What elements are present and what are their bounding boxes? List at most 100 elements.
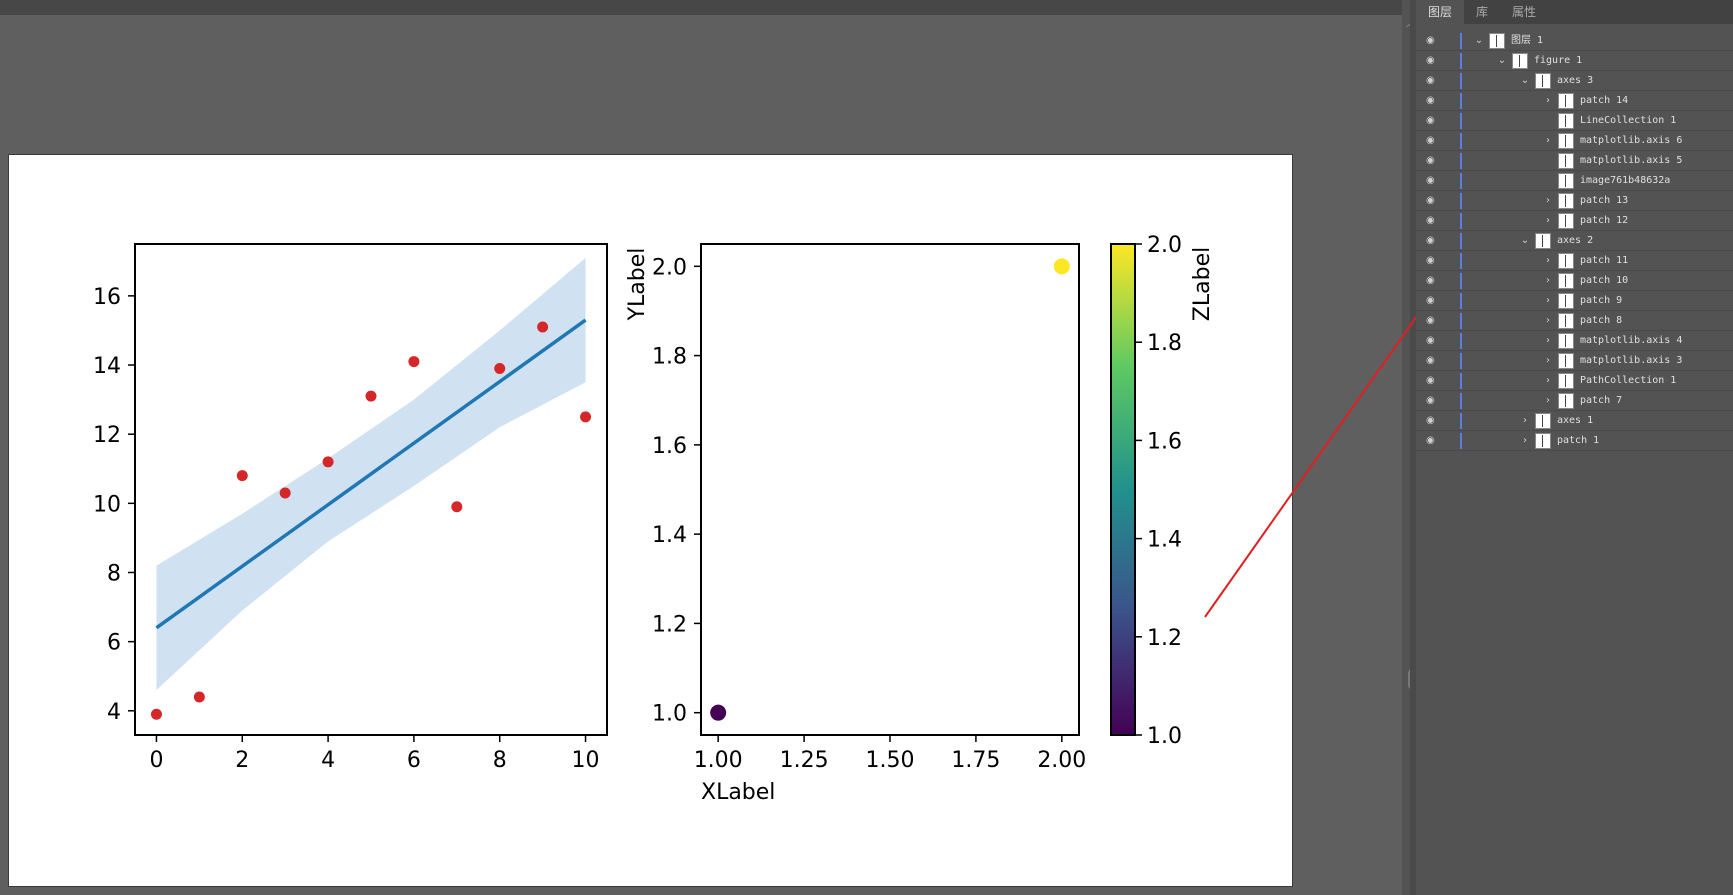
chevron-right-icon[interactable]: › xyxy=(1546,255,1550,266)
layer-color-bar xyxy=(1460,213,1462,229)
visibility-eye-icon[interactable]: ◉ xyxy=(1426,415,1435,426)
layer-color-bar xyxy=(1460,253,1462,269)
layer-row[interactable]: ◉ › patch 9 xyxy=(1416,291,1733,311)
colorbar-tick-label: 1.8 xyxy=(1147,331,1182,356)
layer-color-bar xyxy=(1460,353,1462,369)
layer-row[interactable]: ◉ › matplotlib.axis 6 xyxy=(1416,131,1733,151)
visibility-eye-icon[interactable]: ◉ xyxy=(1426,175,1435,186)
layer-color-bar xyxy=(1460,393,1462,409)
layer-label: PathCollection 1 xyxy=(1580,375,1677,386)
layer-thumbnail xyxy=(1558,373,1574,389)
layer-row[interactable]: ◉ › matplotlib.axis 4 xyxy=(1416,331,1733,351)
visibility-eye-icon[interactable]: ◉ xyxy=(1426,215,1435,226)
x-tick-label: 10 xyxy=(572,748,600,773)
layer-label: matplotlib.axis 5 xyxy=(1580,155,1683,166)
chevron-down-icon[interactable]: ⌄ xyxy=(1520,75,1530,86)
chevron-right-icon[interactable]: › xyxy=(1546,395,1550,406)
layer-label: patch 12 xyxy=(1580,215,1629,226)
visibility-eye-icon[interactable]: ◉ xyxy=(1426,295,1435,306)
visibility-eye-icon[interactable]: ◉ xyxy=(1426,435,1435,446)
layer-row[interactable]: ◉ › patch 8 xyxy=(1416,311,1733,331)
chevron-right-icon[interactable]: › xyxy=(1546,355,1550,366)
layer-row[interactable]: ◉ ⌄ axes 2 xyxy=(1416,231,1733,251)
scatter-point xyxy=(580,411,592,423)
chevron-down-icon[interactable]: ⌄ xyxy=(1474,35,1484,46)
panel-tabs: 图层 库 属性 xyxy=(1416,0,1733,24)
chevron-right-icon[interactable]: › xyxy=(1546,275,1550,286)
chevron-right-icon[interactable]: › xyxy=(1546,195,1550,206)
chevron-right-icon[interactable]: › xyxy=(1546,315,1550,326)
scatter-point xyxy=(710,704,727,721)
layer-label: patch 8 xyxy=(1580,315,1623,326)
chevron-right-icon[interactable]: › xyxy=(1546,215,1550,226)
visibility-eye-icon[interactable]: ◉ xyxy=(1426,255,1435,266)
layer-thumbnail xyxy=(1558,213,1574,229)
layer-row[interactable]: ◉ › patch 13 xyxy=(1416,191,1733,211)
chevron-right-icon[interactable]: › xyxy=(1546,95,1550,106)
x-tick-label: 0 xyxy=(149,748,163,773)
layer-row[interactable]: ◉ › patch 1 xyxy=(1416,431,1733,451)
tab-layers[interactable]: 图层 xyxy=(1416,0,1465,24)
layer-thumbnail xyxy=(1558,153,1574,169)
layer-row[interactable]: ◉ ⌄ figure 1 xyxy=(1416,51,1733,71)
layer-thumbnail xyxy=(1558,353,1574,369)
layer-row[interactable]: ◉ ⌄ axes 3 xyxy=(1416,71,1733,91)
visibility-eye-icon[interactable]: ◉ xyxy=(1426,195,1435,206)
layer-row[interactable]: ◉ image761b48632a xyxy=(1416,171,1733,191)
figure-svg: 0 2 4 6 8 10 4 6 8 10 12 14 16 1.00 1.25 1.50 1.75 2.00 1.… xyxy=(93,233,1215,805)
chevron-down-icon[interactable]: ⌄ xyxy=(1520,235,1530,246)
visibility-eye-icon[interactable]: ◉ xyxy=(1426,95,1435,106)
layer-color-bar xyxy=(1460,233,1462,249)
layer-row[interactable]: ◉ › patch 12 xyxy=(1416,211,1733,231)
axes-2-frame xyxy=(700,243,1080,736)
visibility-eye-icon[interactable]: ◉ xyxy=(1426,375,1435,386)
layer-row[interactable]: ◉ › patch 7 xyxy=(1416,391,1733,411)
y-tick-label: 1.6 xyxy=(652,434,687,459)
layer-color-bar xyxy=(1460,153,1462,169)
x-tick-label: 8 xyxy=(493,748,507,773)
chevron-right-icon[interactable]: › xyxy=(1523,435,1527,446)
layer-row[interactable]: ◉ › matplotlib.axis 3 xyxy=(1416,351,1733,371)
visibility-eye-icon[interactable]: ◉ xyxy=(1426,115,1435,126)
layer-thumbnail xyxy=(1535,413,1551,429)
tab-properties[interactable]: 属性 xyxy=(1512,5,1537,19)
chevron-right-icon[interactable]: › xyxy=(1546,295,1550,306)
visibility-eye-icon[interactable]: ◉ xyxy=(1426,55,1435,66)
layer-row[interactable]: ◉ › PathCollection 1 xyxy=(1416,371,1733,391)
layer-color-bar xyxy=(1460,113,1462,129)
visibility-eye-icon[interactable]: ◉ xyxy=(1426,395,1435,406)
chevron-down-icon[interactable]: ⌄ xyxy=(1497,55,1507,66)
layer-row[interactable]: ◉ › patch 10 xyxy=(1416,271,1733,291)
layer-color-bar xyxy=(1460,413,1462,429)
colorbar-tick-label: 1.6 xyxy=(1147,429,1182,454)
visibility-eye-icon[interactable]: ◉ xyxy=(1426,335,1435,346)
layer-color-bar xyxy=(1460,93,1462,109)
chevron-right-icon[interactable]: › xyxy=(1546,135,1550,146)
layer-row[interactable]: ◉ matplotlib.axis 5 xyxy=(1416,151,1733,171)
layer-row[interactable]: ◉ LineCollection 1 xyxy=(1416,111,1733,131)
visibility-eye-icon[interactable]: ◉ xyxy=(1426,35,1435,46)
chevron-right-icon[interactable]: › xyxy=(1546,375,1550,386)
scatter-point xyxy=(365,390,377,402)
layer-color-bar xyxy=(1460,33,1462,49)
scatter-point xyxy=(1053,258,1070,275)
chevron-right-icon[interactable]: › xyxy=(1546,335,1550,346)
layer-row[interactable]: ◉ › patch 11 xyxy=(1416,251,1733,271)
visibility-eye-icon[interactable]: ◉ xyxy=(1426,135,1435,146)
layer-row[interactable]: ◉ › patch 14 xyxy=(1416,91,1733,111)
y-tick-label: 1.4 xyxy=(652,523,687,548)
layer-row[interactable]: ◉ ⌄ 图层 1 xyxy=(1416,31,1733,51)
visibility-eye-icon[interactable]: ◉ xyxy=(1426,315,1435,326)
visibility-eye-icon[interactable]: ◉ xyxy=(1426,275,1435,286)
layer-color-bar xyxy=(1460,373,1462,389)
visibility-eye-icon[interactable]: ◉ xyxy=(1426,355,1435,366)
visibility-eye-icon[interactable]: ◉ xyxy=(1426,155,1435,166)
layer-row[interactable]: ◉ › axes 1 xyxy=(1416,411,1733,431)
layer-thumbnail xyxy=(1558,293,1574,309)
tab-library[interactable]: 库 xyxy=(1476,5,1489,19)
layer-label: matplotlib.axis 4 xyxy=(1580,335,1683,346)
artboard[interactable]: 0 2 4 6 8 10 4 6 8 10 12 14 16 1.00 1.25 1.50 1.75 2.00 1.… xyxy=(8,154,1293,887)
visibility-eye-icon[interactable]: ◉ xyxy=(1426,235,1435,246)
chevron-right-icon[interactable]: › xyxy=(1523,415,1527,426)
visibility-eye-icon[interactable]: ◉ xyxy=(1426,75,1435,86)
